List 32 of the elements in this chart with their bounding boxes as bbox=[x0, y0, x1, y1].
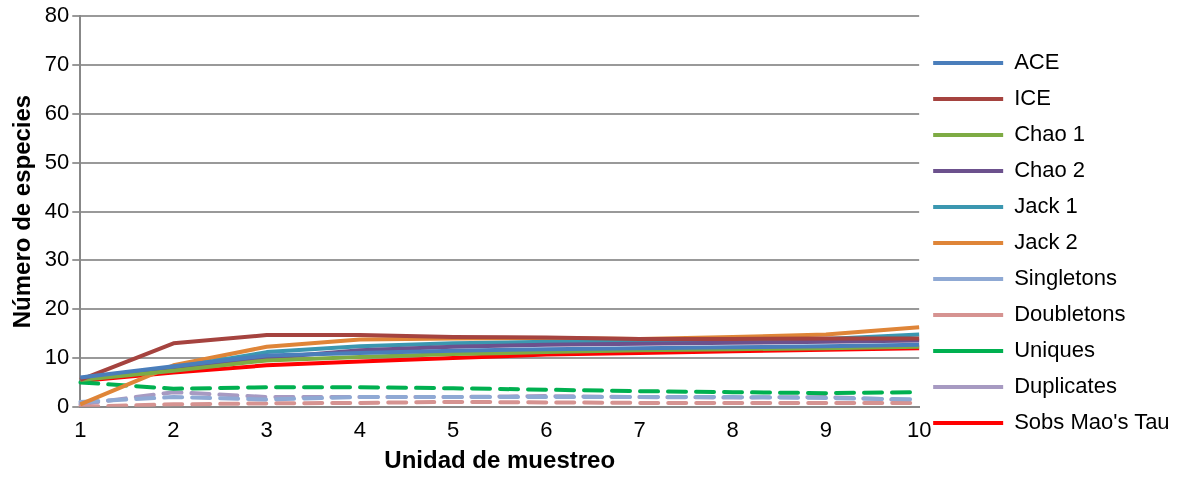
y-tick-label: 0 bbox=[57, 392, 70, 418]
y-tick-label: 10 bbox=[44, 344, 70, 370]
x-tick-label: 4 bbox=[353, 417, 367, 443]
y-tick-label: 50 bbox=[44, 148, 70, 174]
y-tick-label: 70 bbox=[44, 51, 70, 77]
legend-label: ICE bbox=[1014, 85, 1051, 111]
x-tick-label: 6 bbox=[540, 417, 553, 443]
x-tick-label: 2 bbox=[167, 417, 180, 443]
legend-label: Singletons bbox=[1014, 265, 1117, 291]
legend-label: Doubletons bbox=[1014, 301, 1126, 327]
legend-label: Chao 2 bbox=[1014, 157, 1086, 183]
x-tick-label: 9 bbox=[819, 417, 833, 443]
legend-label: Jack 1 bbox=[1014, 193, 1078, 219]
legend-label: Chao 1 bbox=[1014, 121, 1086, 147]
y-tick-label: 80 bbox=[44, 2, 70, 28]
y-tick-label: 60 bbox=[44, 99, 70, 125]
x-tick-label: 1 bbox=[74, 417, 87, 443]
x-tick-label: 8 bbox=[726, 417, 739, 443]
x-tick-label: 5 bbox=[446, 417, 460, 443]
legend-label: Jack 2 bbox=[1014, 229, 1078, 255]
x-tick-label: 7 bbox=[633, 417, 646, 443]
x-tick-label: 10 bbox=[906, 417, 932, 443]
legend-label: Sobs Mao's Tau bbox=[1014, 409, 1170, 435]
legend-label: ACE bbox=[1014, 49, 1060, 75]
y-tick-label: 30 bbox=[44, 246, 70, 272]
y-tick-label: 20 bbox=[44, 295, 70, 321]
y-tick-label: 40 bbox=[44, 197, 70, 223]
x-tick-label: 3 bbox=[260, 417, 273, 443]
legend-label: Uniques bbox=[1014, 337, 1095, 363]
legend-label: Duplicates bbox=[1014, 373, 1117, 399]
y-axis-title: Número de especies bbox=[8, 94, 36, 329]
x-axis-title: Unidad de muestreo bbox=[384, 446, 616, 474]
